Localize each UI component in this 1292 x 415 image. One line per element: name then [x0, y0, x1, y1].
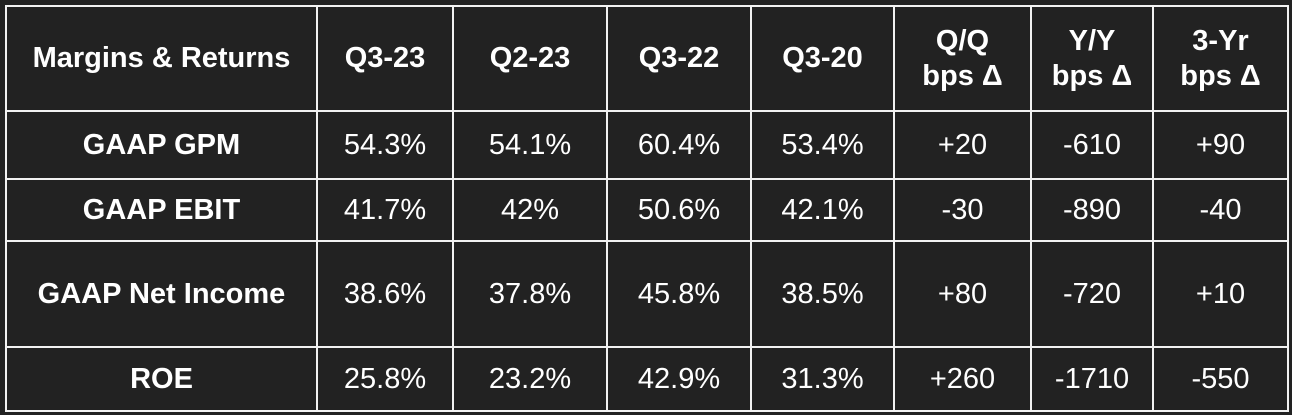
row-label: GAAP EBIT	[5, 178, 318, 242]
table-cell: 31.3%	[750, 346, 895, 412]
table-cell: -30	[893, 178, 1032, 242]
header-cell: Q3-22	[606, 5, 752, 112]
table-cell: 25.8%	[316, 346, 454, 412]
table-cell: 42.9%	[606, 346, 752, 412]
table-cell: +10	[1152, 240, 1289, 348]
table-cell: 23.2%	[452, 346, 608, 412]
table-cell: -610	[1030, 110, 1154, 180]
table-cell: 54.1%	[452, 110, 608, 180]
table-row: GAAP EBIT 41.7% 42% 50.6% 42.1% -30 -890 -40	[5, 178, 1289, 242]
table-cell: 50.6%	[606, 178, 752, 242]
header-cell: Y/Y bps Δ	[1030, 5, 1154, 112]
header-cell: 3-Yr bps Δ	[1152, 5, 1289, 112]
table-cell: 60.4%	[606, 110, 752, 180]
table-cell: 42%	[452, 178, 608, 242]
table-cell: 45.8%	[606, 240, 752, 348]
table-row: GAAP Net Income 38.6% 37.8% 45.8% 38.5% +80 -7…	[5, 240, 1289, 348]
table-cell: +20	[893, 110, 1032, 180]
table-cell: 53.4%	[750, 110, 895, 180]
margins-table: Margins & Returns Q3-23 Q2-23 Q3-22 Q3-20 Q/Q…	[5, 5, 1289, 412]
table-cell: +80	[893, 240, 1032, 348]
header-cell: Q/Q bps Δ	[893, 5, 1032, 112]
table-cell: -1710	[1030, 346, 1154, 412]
table-cell: -40	[1152, 178, 1289, 242]
table-cell: +260	[893, 346, 1032, 412]
table-cell: -550	[1152, 346, 1289, 412]
table-row: GAAP GPM 54.3% 54.1% 60.4% 53.4% +20 -610 +90	[5, 110, 1289, 180]
table-cell: 54.3%	[316, 110, 454, 180]
table-cell: -720	[1030, 240, 1154, 348]
table-cell: +90	[1152, 110, 1289, 180]
header-cell: Q2-23	[452, 5, 608, 112]
header-cell: Q3-23	[316, 5, 454, 112]
table-cell: 38.6%	[316, 240, 454, 348]
row-label: ROE	[5, 346, 318, 412]
row-label: GAAP GPM	[5, 110, 318, 180]
table-cell: 41.7%	[316, 178, 454, 242]
table-cell: 37.8%	[452, 240, 608, 348]
table-cell: 38.5%	[750, 240, 895, 348]
header-cell: Q3-20	[750, 5, 895, 112]
table-cell: -890	[1030, 178, 1154, 242]
header-cell: Margins & Returns	[5, 5, 318, 112]
row-label: GAAP Net Income	[5, 240, 318, 348]
header-row: Margins & Returns Q3-23 Q2-23 Q3-22 Q3-20 Q/Q…	[5, 5, 1289, 112]
table-container: Margins & Returns Q3-23 Q2-23 Q3-22 Q3-20 Q/Q…	[5, 5, 1289, 412]
table-cell: 42.1%	[750, 178, 895, 242]
table-row: ROE 25.8% 23.2% 42.9% 31.3% +260 -1710 -550	[5, 346, 1289, 412]
